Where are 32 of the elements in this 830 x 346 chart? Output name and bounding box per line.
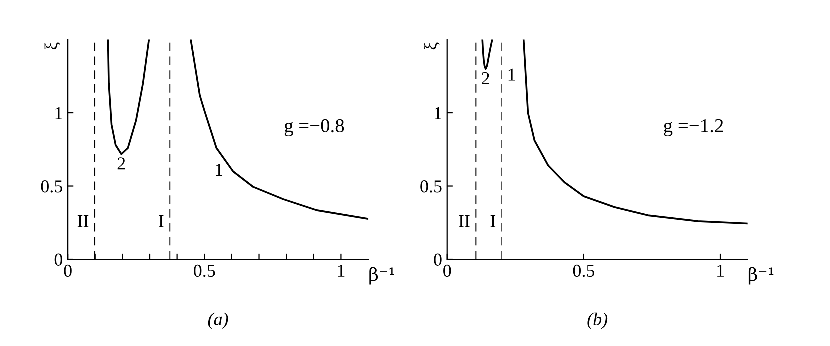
annotation: 1	[216, 164, 223, 176]
x-tick-label: 0	[64, 264, 72, 278]
y-tick-label: 0.5	[41, 180, 62, 193]
line-series	[482, 40, 494, 70]
annotation: g =−1.2	[664, 119, 724, 136]
y-tick-label: 0.5	[420, 180, 442, 193]
text: (b)	[588, 312, 608, 330]
y-tick-label: 0	[434, 254, 442, 266]
x-tick-label: 0.5	[573, 264, 595, 278]
ref-line-label: I	[490, 215, 496, 228]
x-tick-label: 1	[718, 264, 724, 277]
x-axis-title: β⁻¹	[370, 267, 394, 285]
line-series	[107, 40, 150, 156]
line-series	[190, 40, 369, 220]
ref-line-label: II	[459, 215, 470, 228]
y-tick-label: 0	[54, 254, 63, 266]
x-tick-label: 0	[444, 264, 452, 278]
ref-line-label: I	[159, 215, 164, 228]
annotation: 1	[508, 68, 516, 81]
y-axis-title: ξ	[424, 42, 440, 50]
ref-line-label: II	[78, 215, 89, 228]
x-tick-label: 0.5	[194, 264, 216, 278]
annotation: 2	[482, 72, 490, 84]
line-series	[522, 40, 748, 225]
y-tick-label: 1	[56, 107, 62, 120]
y-tick-label: 1	[435, 107, 442, 120]
annotation: 2	[118, 158, 126, 170]
x-tick-label: 1	[338, 264, 345, 277]
text: (a)	[208, 312, 228, 330]
y-axis-title: ξ	[44, 42, 61, 50]
annotation: g =−0.8	[284, 119, 344, 136]
x-axis-title: β⁻¹	[748, 267, 774, 285]
